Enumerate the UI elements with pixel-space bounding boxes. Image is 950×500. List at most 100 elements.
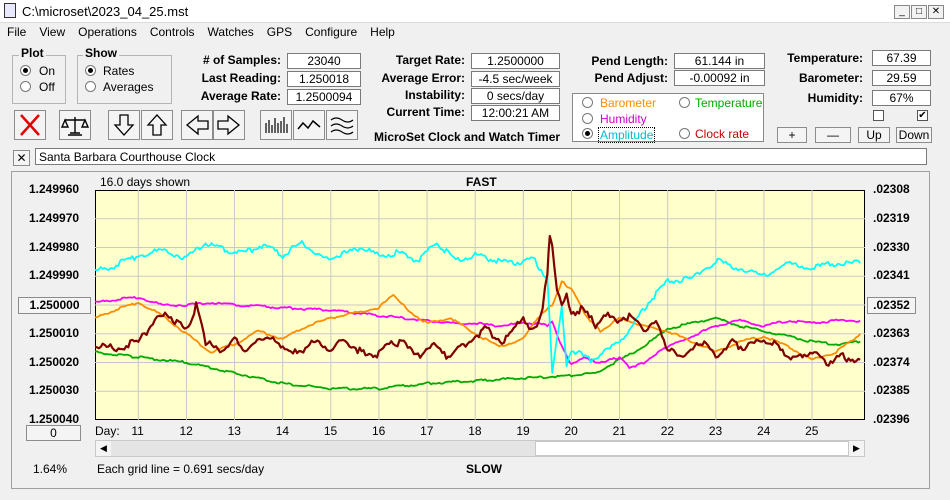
down-button[interactable]: Down (896, 127, 932, 143)
scrollbar-thumb[interactable] (535, 441, 849, 456)
plot-on-label: On (39, 64, 56, 78)
right-tick-label: .02319 (873, 210, 910, 225)
rate-series-line (95, 234, 861, 367)
plot-on-radio[interactable] (20, 65, 31, 76)
show-group-title: Show (83, 46, 119, 60)
right-tick-label: .02341 (873, 268, 910, 283)
x-tick-label: 14 (275, 424, 290, 438)
menu-bar: File View Operations Controls Watches GPS Conf… (0, 23, 401, 41)
maximize-button[interactable]: □ (911, 5, 927, 19)
clock-rate-option-label: Clock rate (695, 127, 750, 141)
last-reading-field: 1.250018 (287, 71, 361, 87)
slow-label: SLOW (466, 462, 502, 476)
app-icon (4, 3, 16, 18)
menu-gps[interactable]: GPS (266, 25, 293, 39)
samples-field: 23040 (287, 53, 361, 69)
x-tick-label: 21 (612, 424, 626, 438)
left-tick-label: 1.250010 (29, 325, 80, 340)
show-averages-label: Averages (103, 80, 154, 94)
x-tick-label: 24 (756, 424, 771, 438)
stop-x-icon (20, 114, 40, 136)
menu-controls[interactable]: Controls (149, 25, 195, 39)
show-group (77, 55, 172, 104)
right-tick-label: .02308 (873, 182, 910, 196)
up-arrow-icon (146, 114, 168, 136)
plus-button[interactable]: + (777, 127, 807, 143)
bar-view-button[interactable] (260, 110, 292, 140)
x-tick-label: 12 (179, 424, 193, 438)
stop-button[interactable] (14, 110, 46, 140)
scroll-right-button[interactable] (213, 110, 245, 140)
center-rate-button[interactable]: 1.250000 (18, 297, 91, 314)
temperature-field: 67.39 (872, 50, 931, 66)
temperature-radio[interactable] (679, 97, 690, 108)
clock-name-input[interactable]: Santa Barbara Courthouse Clock (35, 148, 927, 165)
scroll-right-arrow-icon[interactable]: ▶ (849, 441, 864, 456)
temperature-series-line (95, 316, 861, 391)
down-arrow-icon (113, 114, 135, 136)
clear-clock-name-button[interactable]: ✕ (13, 150, 30, 166)
wave-icon (297, 119, 321, 130)
barometer-option-label: Barometer (600, 96, 657, 110)
average-rate-label: Average Rate: (200, 89, 281, 103)
show-averages-radio[interactable] (85, 81, 96, 92)
x-tick-label: 22 (660, 424, 675, 438)
overlay-panel (572, 93, 764, 142)
scale-button[interactable] (59, 110, 91, 140)
line-view-button[interactable] (293, 110, 325, 140)
left-tick-label: 1.249980 (29, 239, 80, 254)
menu-view[interactable]: View (39, 25, 66, 39)
temperature-label: Temperature: (787, 51, 863, 65)
scroll-left-button[interactable] (181, 110, 213, 140)
menu-operations[interactable]: Operations (78, 25, 137, 39)
plot-off-radio[interactable] (20, 81, 31, 92)
left-tick-label: 1.249990 (29, 268, 80, 283)
minimize-button[interactable]: _ (894, 5, 910, 19)
x-tick-label: 16 (371, 424, 386, 438)
temperature-option-label: Temperature (695, 96, 763, 110)
left-tick-label: 1.250040 (29, 412, 80, 426)
option-checkbox-1[interactable] (873, 110, 884, 121)
day-axis-label: Day: (95, 424, 120, 438)
chart-frame (11, 171, 930, 489)
menu-configure[interactable]: Configure (305, 25, 358, 39)
menu-watches[interactable]: Watches (207, 25, 254, 39)
offset-button[interactable]: 0 (26, 425, 81, 441)
up-button[interactable]: Up (858, 127, 890, 143)
instability-field: 0 secs/day (471, 88, 560, 104)
humidity-option-label: Humidity (600, 112, 647, 126)
right-tick-label: .02330 (873, 239, 910, 254)
minus-button[interactable]: — (815, 127, 851, 143)
barometer-radio[interactable] (582, 97, 593, 108)
current-time-field: 12:00:21 AM (471, 105, 560, 121)
menu-file[interactable]: File (7, 25, 27, 39)
barometer-label: Barometer: (798, 71, 863, 85)
menu-help[interactable]: Help (370, 25, 395, 39)
close-window-button[interactable]: ✕ (928, 5, 944, 19)
smooth-view-button[interactable] (326, 110, 358, 140)
window-title: C:\microset\2023_04_25.mst (22, 4, 189, 19)
average-rate-field: 1.2500094 (287, 89, 361, 105)
show-rates-radio[interactable] (85, 65, 96, 76)
amplitude-radio[interactable] (582, 128, 593, 139)
scroll-left-arrow-icon[interactable]: ◀ (96, 441, 111, 456)
x-tick-label: 18 (468, 424, 482, 438)
right-tick-label: .02396 (873, 412, 910, 426)
move-up-button[interactable] (141, 110, 173, 140)
x-tick-label: 11 (131, 424, 144, 438)
option-checkbox-2[interactable]: ✔ (917, 110, 928, 121)
move-down-button[interactable] (108, 110, 140, 140)
x-tick-label: 25 (805, 424, 819, 438)
center-amplitude-button[interactable]: .02352 (867, 297, 916, 314)
clock-rate-radio[interactable] (679, 128, 690, 139)
x-tick-label: 17 (420, 424, 434, 438)
x-tick-label: 13 (227, 424, 241, 438)
plot-group-title: Plot (19, 46, 46, 60)
x-tick-label: 19 (516, 424, 530, 438)
humidity-radio[interactable] (582, 113, 593, 124)
amplitude-option-label: Amplitude (598, 127, 656, 143)
x-tick-label: 20 (564, 424, 578, 438)
humidity-series-line (95, 296, 861, 369)
right-arrow-icon (217, 114, 241, 136)
average-error-field: -4.5 sec/week (471, 71, 560, 87)
